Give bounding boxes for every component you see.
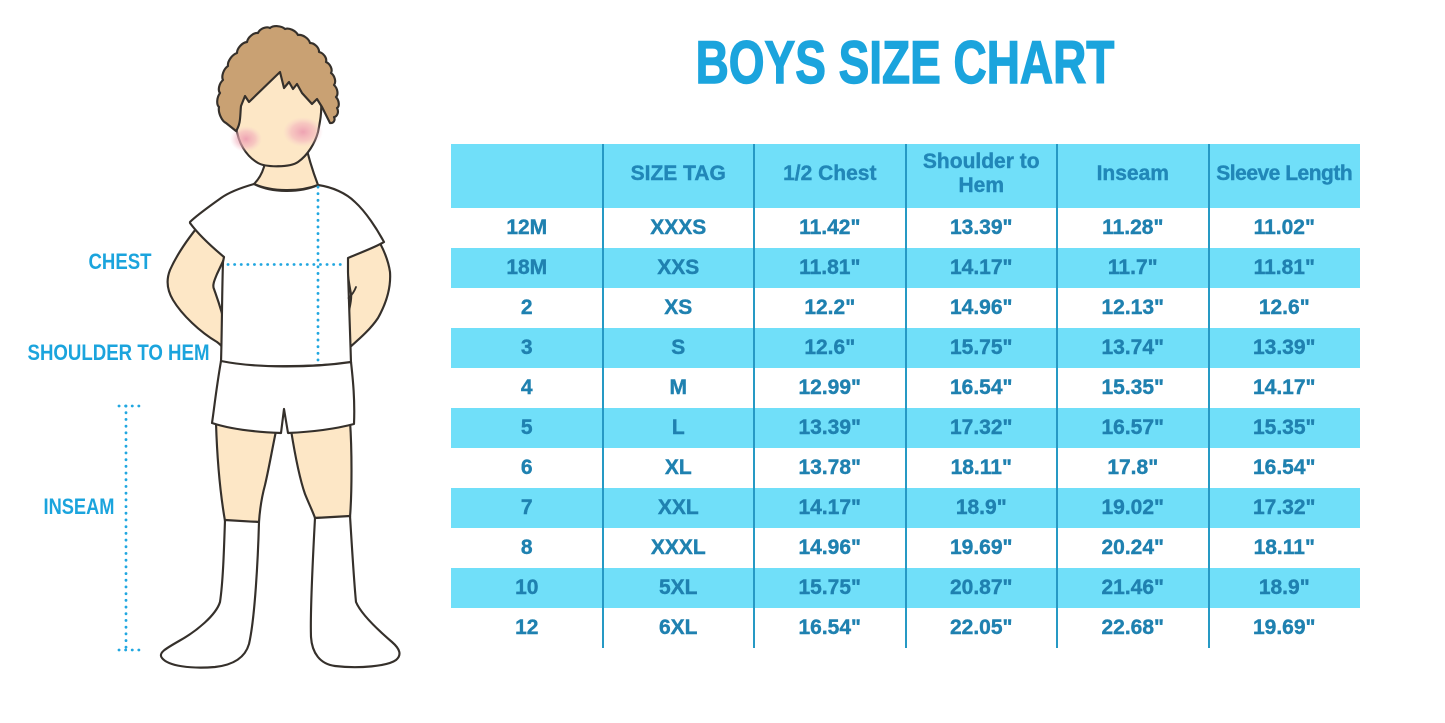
svg-text:CHEST: CHEST bbox=[89, 249, 152, 274]
svg-text:SHOULDER TO HEM: SHOULDER TO HEM bbox=[28, 340, 210, 365]
svg-text:INSEAM: INSEAM bbox=[44, 494, 115, 519]
